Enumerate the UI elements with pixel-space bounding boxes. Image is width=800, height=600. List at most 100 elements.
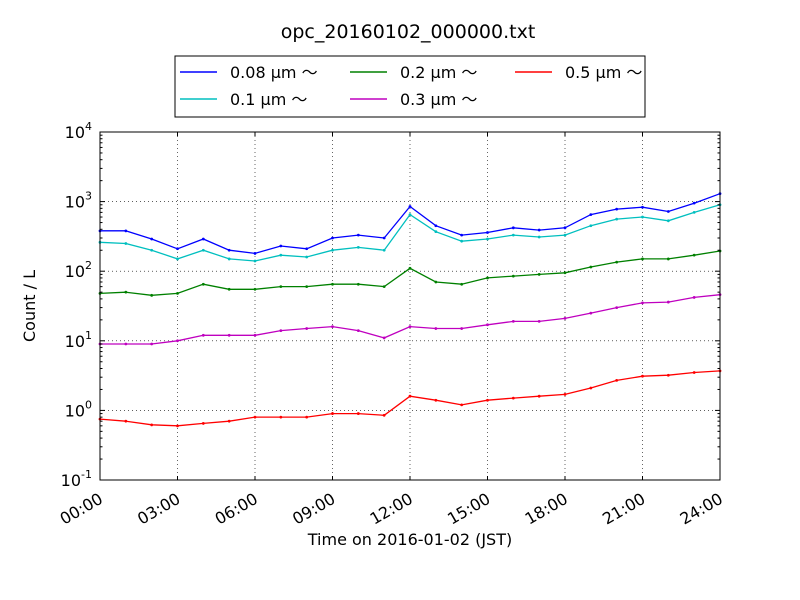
x-tick-label: 21:00 [599, 489, 648, 529]
y-tick-exponent: 3 [85, 190, 92, 203]
data-point [537, 319, 541, 323]
data-point [615, 260, 619, 264]
data-point [615, 306, 619, 309]
data-point [408, 213, 412, 217]
data-point [201, 422, 205, 425]
data-point [279, 329, 283, 333]
data-point [253, 333, 257, 337]
data-point [331, 282, 334, 286]
y-tick-label: 100 [65, 398, 92, 420]
y-tick-label: 103 [65, 190, 92, 212]
data-point [589, 213, 593, 217]
data-point [150, 237, 154, 241]
data-point [356, 282, 360, 286]
data-point [150, 342, 154, 346]
y-tick-exponent: 4 [85, 120, 92, 133]
data-point [692, 253, 696, 257]
y-tick-base: 10 [65, 262, 85, 281]
data-point [331, 412, 334, 415]
data-point [641, 301, 644, 305]
data-point [331, 325, 334, 328]
series-line [99, 370, 721, 427]
data-point [382, 285, 386, 289]
x-tick-label: 18:00 [522, 489, 571, 529]
data-point [692, 296, 696, 299]
data-point [408, 205, 412, 208]
data-point [331, 248, 334, 252]
y-tick-label: 10-1 [61, 468, 92, 490]
ticks: 00:00 03:00 06:00 09:00 12:00 15:00 18:00 21:00… [57, 120, 726, 529]
data-point [511, 274, 515, 278]
y-tick-exponent: -1 [81, 468, 92, 481]
data-point [150, 293, 154, 297]
data-point [563, 226, 567, 230]
data-point [382, 236, 386, 240]
y-tick-exponent: 0 [85, 398, 92, 411]
data-point [227, 287, 231, 291]
series-lines [98, 192, 722, 428]
data-point [486, 323, 489, 327]
data-point [692, 371, 696, 374]
y-tick-exponent: 2 [85, 259, 92, 272]
legend-label: 0.3 μm ～ [400, 90, 477, 109]
data-point [589, 265, 593, 269]
data-point [641, 215, 644, 219]
x-tick-label: 12:00 [367, 489, 416, 529]
data-point [305, 285, 309, 289]
data-point [692, 201, 696, 205]
data-point [666, 219, 670, 223]
data-point [253, 415, 257, 419]
data-point [511, 319, 515, 323]
data-point [408, 325, 412, 328]
data-point [150, 248, 154, 252]
data-point [434, 224, 438, 228]
legend-label: 0.2 μm ～ [400, 63, 477, 82]
data-point [434, 327, 438, 330]
data-point [666, 210, 670, 213]
x-axis-label: Time on 2016-01-02 (JST) [307, 530, 512, 549]
data-point [201, 237, 205, 241]
data-point [486, 237, 489, 241]
data-point [641, 257, 644, 261]
data-point [537, 228, 541, 232]
x-tick-label: 03:00 [134, 489, 183, 529]
data-point [176, 247, 179, 251]
data-point [356, 245, 360, 249]
data-point [227, 333, 231, 337]
data-point [150, 423, 154, 427]
data-point [253, 287, 257, 291]
data-point [460, 327, 464, 330]
data-point [537, 272, 541, 276]
data-point [176, 424, 179, 428]
legend-label: 0.08 μm ～ [230, 63, 318, 82]
data-point [124, 229, 128, 233]
legend-label: 0.5 μm ～ [565, 63, 642, 82]
data-point [641, 374, 644, 378]
data-point [176, 291, 179, 295]
legend-frame [174, 55, 646, 118]
data-point [279, 253, 283, 257]
x-tick-label: 06:00 [212, 489, 261, 529]
data-point [408, 266, 412, 270]
data-point [615, 207, 619, 211]
data-point [615, 378, 619, 382]
data-point [305, 255, 309, 259]
y-axis-label: Count / L [20, 270, 39, 342]
data-point [331, 236, 334, 240]
data-point [486, 398, 489, 402]
data-point [305, 247, 309, 251]
data-point [537, 235, 541, 239]
y-tick-label: 104 [65, 120, 92, 142]
data-point [305, 327, 309, 330]
data-point [408, 394, 412, 398]
data-point [176, 339, 179, 343]
data-point [227, 257, 231, 261]
data-point [356, 233, 360, 237]
data-point [666, 300, 670, 304]
data-point [124, 290, 128, 294]
data-point [382, 248, 386, 252]
data-point [434, 398, 438, 402]
data-point [511, 396, 515, 400]
y-tick-exponent: 1 [85, 329, 92, 342]
